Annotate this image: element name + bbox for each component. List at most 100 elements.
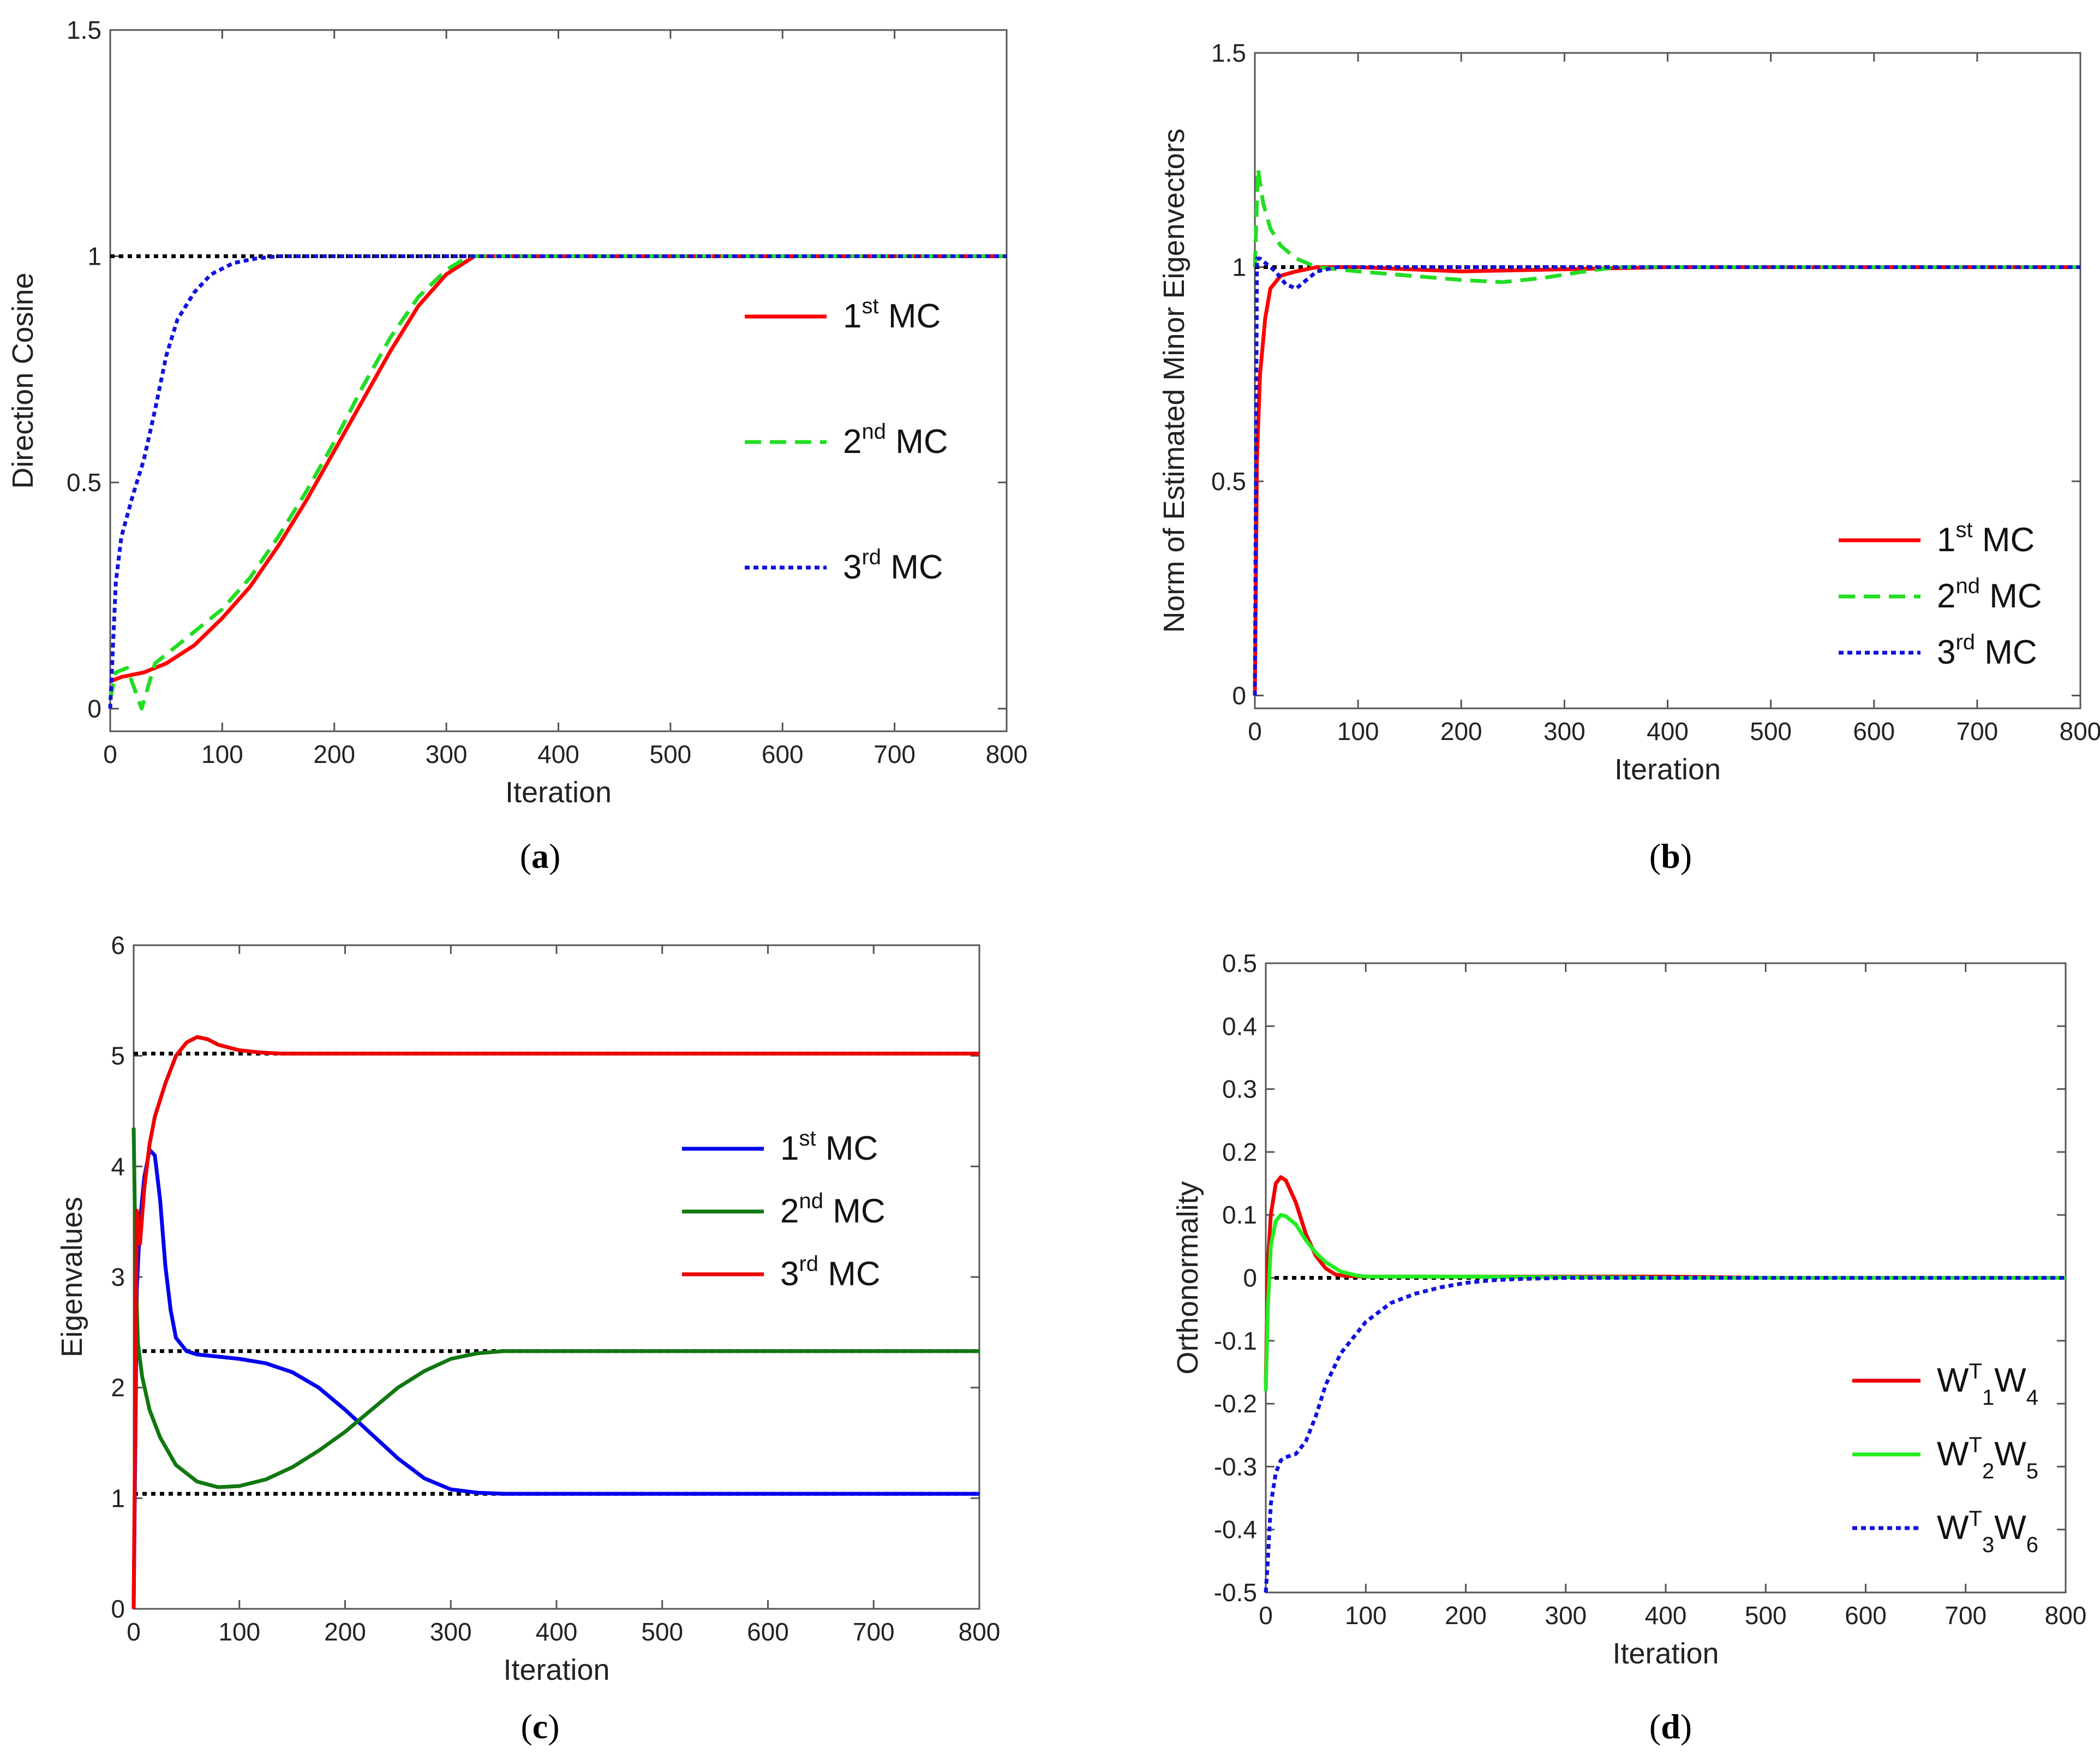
y-tick-label: -0.4 bbox=[1214, 1516, 1257, 1544]
x-tick-label: 600 bbox=[1845, 1601, 1887, 1630]
plot-area bbox=[109, 29, 1008, 732]
x-tick-label: 100 bbox=[201, 740, 243, 768]
legend-part: 1 bbox=[1982, 1386, 1994, 1410]
caption-paren: ) bbox=[549, 837, 560, 875]
subfigure-caption: (d) bbox=[1649, 1707, 1692, 1746]
legend-part: 6 bbox=[2026, 1533, 2038, 1557]
caption-paren: ) bbox=[548, 1707, 559, 1746]
y-tick-label: 0.5 bbox=[67, 468, 101, 497]
x-tick-label: 300 bbox=[1545, 1601, 1587, 1630]
caption-paren: ( bbox=[1649, 837, 1661, 875]
x-tick-label: 600 bbox=[1853, 717, 1895, 745]
chart-b: 0 100 200 300 400 500 600 700 800 0 0.5 1 1.5 Iterati… bbox=[1158, 39, 2100, 875]
legend-entry: WT3W6 bbox=[1937, 1507, 2038, 1557]
legend-part: rd bbox=[1955, 630, 1975, 654]
y-tick-label: 1.5 bbox=[1211, 39, 1246, 67]
x-tick-label: 800 bbox=[2060, 717, 2100, 745]
legend-part: 3 bbox=[780, 1255, 799, 1293]
x-tick-label: 700 bbox=[1945, 1601, 1987, 1630]
x-tick-label: 500 bbox=[1745, 1601, 1787, 1630]
chart-d: 0 100 200 300 400 500 600 700 800 -0.5 -0.4 -0.3 -0.… bbox=[1171, 949, 2086, 1746]
legend-part: rd bbox=[861, 545, 881, 569]
y-tick-label: 0.2 bbox=[1222, 1138, 1257, 1166]
legend-part: 1 bbox=[780, 1130, 799, 1167]
x-tick-label: 300 bbox=[426, 740, 468, 768]
legend-part: st bbox=[799, 1126, 816, 1150]
legend-part: MC bbox=[1975, 634, 2037, 671]
y-axis-label: Norm of Estimated Minor Eigenvectors bbox=[1158, 128, 1190, 633]
x-tick-label: 300 bbox=[430, 1618, 472, 1646]
y-tick-label: 0 bbox=[87, 695, 101, 723]
legend-entry: 3rd MC bbox=[843, 545, 943, 586]
y-tick-label: 4 bbox=[111, 1152, 125, 1180]
legend-part: 2 bbox=[1937, 577, 1955, 615]
y-tick-label: 0 bbox=[1243, 1264, 1257, 1292]
legend-entry: 1st MC bbox=[780, 1126, 878, 1167]
y-tick-label: 0.5 bbox=[1211, 467, 1246, 496]
y-tick-label: -0.2 bbox=[1214, 1389, 1257, 1418]
y-tick-label: 0.4 bbox=[1222, 1012, 1257, 1040]
x-tick-label: 700 bbox=[1957, 717, 1999, 745]
x-tick-label: 400 bbox=[537, 740, 579, 768]
x-tick-label: 700 bbox=[873, 740, 916, 768]
legend-part: T bbox=[1969, 1433, 1982, 1457]
x-tick-label: 200 bbox=[1445, 1601, 1487, 1630]
x-tick-label: 400 bbox=[1645, 1601, 1687, 1630]
legend-part: nd bbox=[1955, 574, 1980, 598]
series-line-3 bbox=[1264, 1276, 2066, 1593]
legend-part: 2 bbox=[780, 1192, 799, 1230]
y-tick-label: 1 bbox=[111, 1484, 125, 1512]
legend-part: MC bbox=[1973, 521, 2035, 559]
subfigure-caption: (a) bbox=[520, 837, 561, 875]
legend-part: MC bbox=[879, 297, 941, 335]
legend-part: T bbox=[1969, 1507, 1982, 1531]
legend-part: W bbox=[1994, 1362, 2026, 1399]
y-tick-label: 0 bbox=[1232, 681, 1246, 709]
x-tick-label: 600 bbox=[747, 1618, 789, 1646]
legend-part: T bbox=[1969, 1359, 1982, 1383]
x-tick-label: 800 bbox=[986, 740, 1028, 768]
caption-letter: b bbox=[1661, 837, 1680, 875]
legend-entry: WT2W5 bbox=[1937, 1433, 2038, 1483]
legend-part: MC bbox=[818, 1255, 881, 1293]
x-tick-label: 100 bbox=[1345, 1601, 1387, 1630]
x-tick-label: 200 bbox=[324, 1618, 366, 1646]
x-tick-label: 400 bbox=[536, 1618, 578, 1646]
caption-paren: ( bbox=[1649, 1707, 1661, 1746]
y-axis-label: Orthonormality bbox=[1171, 1181, 1204, 1374]
y-tick-label: 1 bbox=[1232, 253, 1246, 281]
x-tick-label: 0 bbox=[103, 740, 117, 768]
legend-part: MC bbox=[816, 1130, 878, 1167]
caption-letter: d bbox=[1661, 1707, 1680, 1746]
x-tick-label: 800 bbox=[2045, 1601, 2087, 1630]
legend-part: 3 bbox=[1937, 634, 1955, 671]
caption-letter: c bbox=[533, 1707, 548, 1746]
x-tick-label: 100 bbox=[218, 1618, 260, 1646]
y-tick-label: 1.5 bbox=[67, 16, 101, 44]
legend-entry: 2nd MC bbox=[780, 1189, 886, 1230]
y-tick-label: 0.3 bbox=[1222, 1075, 1257, 1103]
y-tick-label: -0.1 bbox=[1214, 1327, 1257, 1355]
subfigure-caption: (b) bbox=[1649, 837, 1692, 875]
legend-part: W bbox=[1994, 1435, 2026, 1473]
legend-part: 4 bbox=[2026, 1386, 2038, 1410]
legend: 1st MC 2nd MC 3rd MC bbox=[682, 1126, 886, 1293]
legend-part: 2 bbox=[1982, 1459, 1994, 1483]
caption-paren: ) bbox=[1680, 1707, 1692, 1746]
y-axis-label: Eigenvalues bbox=[56, 1197, 88, 1357]
legend-part: nd bbox=[799, 1189, 823, 1213]
x-tick-label: 800 bbox=[959, 1618, 1001, 1646]
legend-entry: 3rd MC bbox=[1937, 630, 2037, 671]
x-tick-label: 500 bbox=[1750, 717, 1792, 745]
legend-part: W bbox=[1937, 1362, 1969, 1399]
x-tick-label: 0 bbox=[1248, 717, 1262, 745]
caption-paren: ( bbox=[520, 837, 531, 875]
y-tick-label: 5 bbox=[111, 1042, 125, 1070]
y-tick-label: 0.1 bbox=[1222, 1201, 1257, 1229]
legend-entry: 2nd MC bbox=[843, 420, 948, 461]
legend-part: rd bbox=[799, 1252, 818, 1276]
subfigure-caption: (c) bbox=[520, 1707, 559, 1746]
